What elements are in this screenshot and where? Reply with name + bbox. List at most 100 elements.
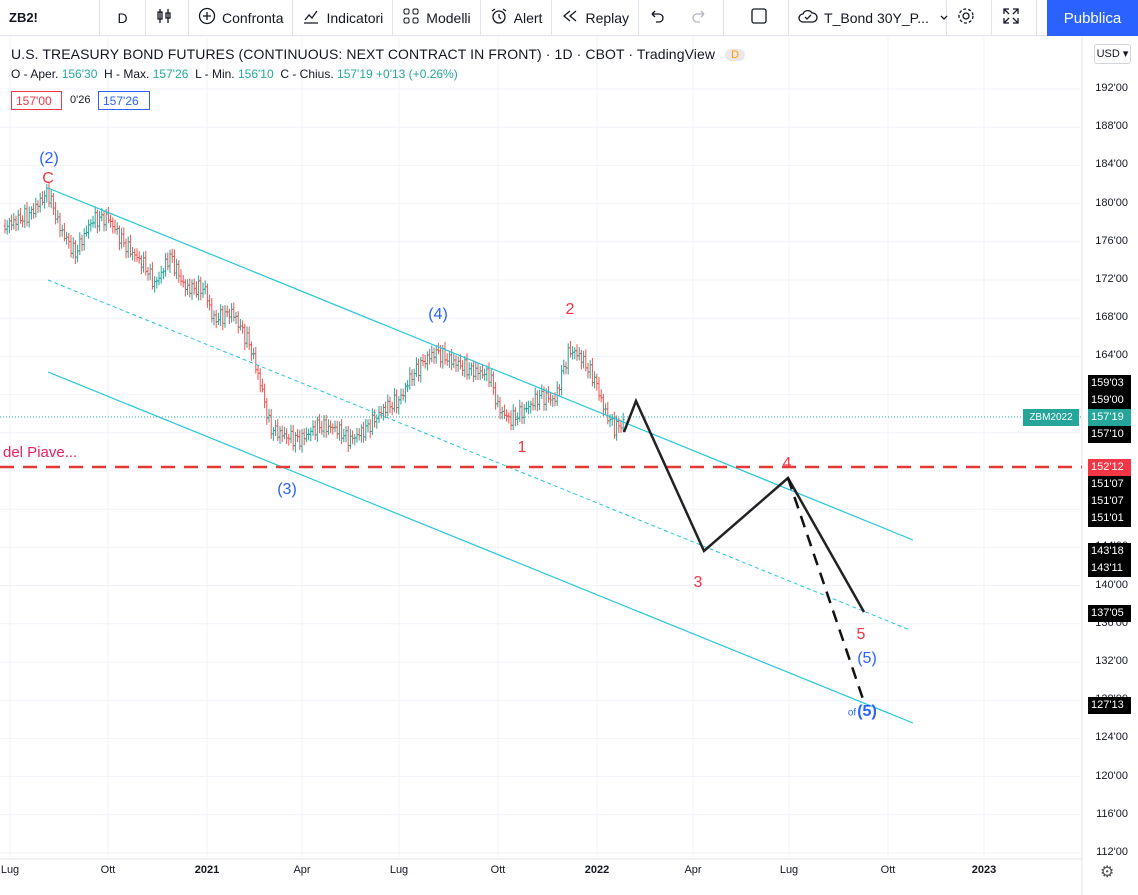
price-axis-label: 192'00 bbox=[1095, 82, 1128, 94]
time-axis-label: 2022 bbox=[584, 864, 610, 876]
indicators-icon bbox=[302, 7, 326, 28]
layout-menu-button[interactable]: T_Bond 30Y_P... bbox=[789, 0, 948, 36]
expand-icon bbox=[1001, 6, 1027, 29]
close-value: 157'19 bbox=[337, 67, 373, 81]
price-axis-label: 176'00 bbox=[1095, 234, 1128, 247]
price-tag: 137'05 bbox=[1088, 605, 1131, 622]
time-axis-label: Ott bbox=[880, 864, 896, 876]
redo-button[interactable] bbox=[681, 0, 725, 36]
currency-selector[interactable]: USD ▾ bbox=[1094, 44, 1131, 64]
gear-icon bbox=[956, 6, 982, 29]
wave-label[interactable]: (5) bbox=[857, 703, 877, 720]
wave-label[interactable]: (4) bbox=[428, 306, 448, 323]
elliott-drawings bbox=[0, 187, 1082, 724]
high-value: 157'26 bbox=[152, 67, 189, 81]
ohlc-values: O - Aper. 156'30 H - Max. 157'26 L - Min… bbox=[11, 67, 458, 81]
channel-upper-line bbox=[47, 187, 914, 541]
low-label: L - Min. bbox=[195, 67, 235, 81]
price-axis-label: 184'00 bbox=[1095, 158, 1128, 171]
data-delay-badge: D bbox=[725, 49, 746, 62]
fullscreen-toggle[interactable] bbox=[724, 0, 790, 36]
price-axis-label: 124'00 bbox=[1095, 731, 1128, 744]
indicators-label: Indicatori bbox=[326, 9, 384, 26]
price-tag: 159'03 bbox=[1088, 375, 1131, 392]
compare-button[interactable]: Confronta bbox=[189, 0, 294, 36]
interval-label: D bbox=[117, 9, 128, 26]
price-axis-label: 112'00 bbox=[1096, 846, 1128, 858]
channel-mid-line bbox=[47, 279, 911, 631]
symbol-label: ZB2! bbox=[9, 10, 38, 25]
low-value: 156'10 bbox=[237, 67, 274, 81]
time-axis-label: Lug bbox=[0, 864, 20, 876]
wave-label[interactable]: 2 bbox=[565, 301, 575, 318]
time-axis-label: 2021 bbox=[194, 864, 220, 876]
open-value: 156'30 bbox=[61, 67, 98, 81]
wave-label[interactable]: (3) bbox=[277, 481, 297, 498]
open-label: O - Aper. bbox=[11, 67, 59, 81]
price-axis-label: 132'00 bbox=[1095, 655, 1128, 667]
chart-settings-icon[interactable]: ⚙ bbox=[1100, 864, 1115, 881]
price-tag: 127'13 bbox=[1088, 697, 1131, 714]
alert-label: Alert bbox=[513, 9, 543, 26]
sell-button[interactable]: 157'00 bbox=[11, 91, 62, 110]
settings-button[interactable] bbox=[947, 0, 993, 36]
price-tag: 157'10 bbox=[1088, 426, 1131, 443]
alert-button[interactable]: Alert bbox=[481, 0, 553, 36]
chevron-down-icon bbox=[939, 10, 955, 26]
templates-label: Modelli bbox=[426, 9, 471, 26]
symbol-search-button[interactable]: ZB2! bbox=[0, 0, 100, 36]
price-tag: 151'01 bbox=[1088, 510, 1131, 527]
wave-label[interactable]: 1 bbox=[517, 439, 527, 456]
interval-button[interactable]: D bbox=[100, 0, 146, 36]
expand-button[interactable] bbox=[992, 0, 1038, 36]
currency-label: USD bbox=[1096, 48, 1120, 60]
plus-circle-icon bbox=[198, 7, 222, 28]
time-axis-label: Apr bbox=[684, 864, 702, 876]
wave-label[interactable]: (2) bbox=[39, 150, 59, 167]
symbol-description: U.S. TREASURY BOND FUTURES (CONTINUOUS: … bbox=[11, 46, 716, 62]
replay-label: Replay bbox=[585, 9, 630, 26]
wave-label-small[interactable]: of bbox=[847, 707, 857, 719]
horizontal-line-price-tag: 152'12 bbox=[1088, 459, 1131, 476]
price-axis-label: 164'00 bbox=[1095, 349, 1128, 362]
wave-label[interactable]: 5 bbox=[856, 626, 866, 643]
candles-icon bbox=[155, 7, 179, 28]
chart-grid bbox=[0, 37, 1083, 895]
price-axis-label: 168'00 bbox=[1095, 311, 1128, 324]
buy-button[interactable]: 157'26 bbox=[98, 91, 150, 110]
templates-grid-icon bbox=[402, 7, 426, 28]
price-chart[interactable] bbox=[0, 37, 1138, 895]
chart-type-button[interactable] bbox=[146, 0, 189, 36]
price-tag: 151'07 bbox=[1088, 476, 1131, 493]
price-axis-label: 120'00 bbox=[1095, 769, 1128, 782]
price-tag: 143'11 bbox=[1088, 560, 1131, 577]
price-axis-label: 140'00 bbox=[1095, 578, 1128, 591]
last-price-tag: 157'19 bbox=[1088, 409, 1131, 426]
publish-button[interactable]: Pubblica bbox=[1047, 0, 1138, 36]
wave-label[interactable]: (5) bbox=[857, 650, 877, 667]
rewind-icon bbox=[561, 7, 585, 28]
replay-button[interactable]: Replay bbox=[552, 0, 640, 36]
undo-button[interactable] bbox=[639, 0, 681, 36]
price-axis-label: 188'00 bbox=[1095, 120, 1128, 133]
publish-label: Pubblica bbox=[1063, 9, 1122, 27]
layout-name: T_Bond 30Y_P... bbox=[824, 9, 929, 26]
time-axis-label: Lug bbox=[389, 864, 409, 876]
horizontal-line-label[interactable]: del Piave... bbox=[3, 444, 78, 461]
price-axis-label: 180'00 bbox=[1095, 196, 1128, 209]
indicators-button[interactable]: Indicatori bbox=[293, 0, 394, 36]
price-tag: 143'18 bbox=[1088, 543, 1131, 560]
high-label: H - Max. bbox=[104, 67, 150, 81]
price-axis-label: 116'00 bbox=[1096, 807, 1128, 820]
chart-legend-title: U.S. TREASURY BOND FUTURES (CONTINUOUS: … bbox=[11, 46, 746, 62]
undo-icon bbox=[648, 7, 672, 28]
price-axis-label: 172'00 bbox=[1095, 273, 1128, 285]
wave-label[interactable]: C bbox=[42, 170, 54, 187]
wave-projection-line bbox=[622, 397, 866, 613]
wave-label[interactable]: 3 bbox=[693, 574, 703, 591]
alarm-clock-icon bbox=[490, 7, 514, 28]
time-axis-label: Lug bbox=[779, 864, 799, 876]
price-tag: 159'00 bbox=[1088, 392, 1131, 409]
templates-button[interactable]: Modelli bbox=[393, 0, 481, 36]
wave-label[interactable]: 4 bbox=[782, 455, 792, 472]
